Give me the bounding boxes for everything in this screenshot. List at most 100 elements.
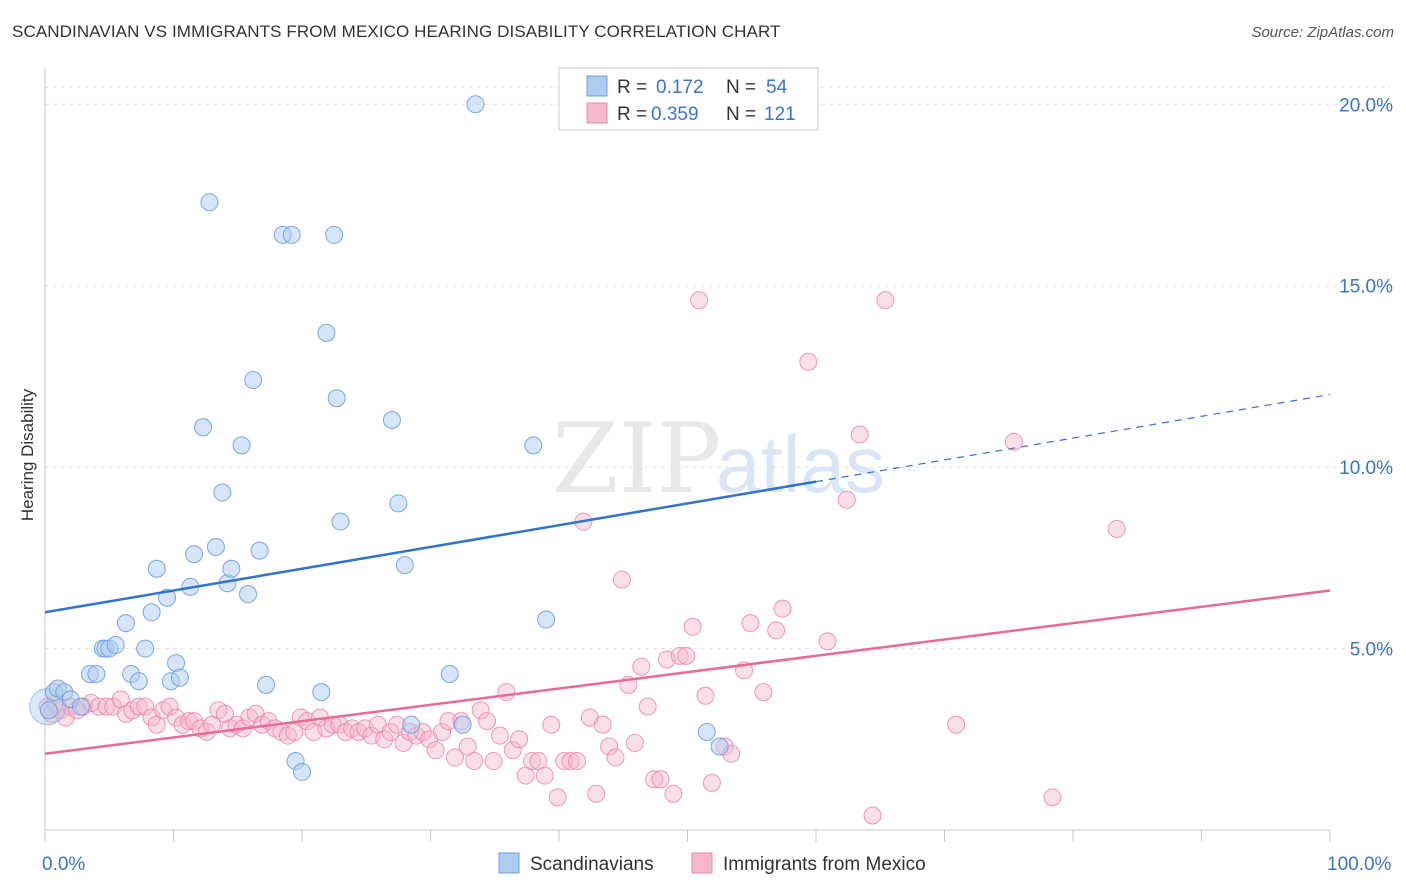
y-axis-title: Hearing Disability: [18, 388, 37, 521]
point-scandinavian-12: [116, 614, 135, 633]
legend-r-value-1: 0.172: [656, 77, 704, 98]
point-scandinavian-32: [244, 371, 263, 390]
point-mexico-91: [612, 570, 631, 589]
point-mexico-65: [445, 748, 464, 767]
bottom-legend-swatch-mexico: [691, 852, 713, 874]
point-scandinavian-21: [170, 668, 189, 687]
legend-swatch-mexico: [586, 102, 608, 124]
point-mexico-122: [1107, 519, 1126, 538]
point-scandinavian-24: [194, 418, 213, 437]
legend-n-label-2: N =: [726, 104, 756, 125]
point-scandinavian-31: [239, 585, 258, 604]
grid: [45, 86, 1390, 650]
y-tick-label-5: 5.0%: [1350, 640, 1393, 661]
point-mexico-94: [632, 657, 651, 676]
point-scandinavian-43: [331, 512, 350, 531]
series-mexico-points: [38, 291, 1126, 825]
point-scandinavian-40: [317, 323, 336, 342]
point-scandinavian-30: [232, 436, 251, 455]
point-scandinavian-0: [39, 701, 58, 720]
y-tick-labels: 5.0% 10.0% 15.0% 20.0%: [1339, 95, 1393, 660]
point-scandinavian-52: [537, 610, 556, 629]
point-mexico-110: [754, 683, 773, 702]
watermark-zip: ZIP: [552, 403, 721, 515]
point-mexico-68: [465, 752, 484, 771]
x-ticks: [44, 830, 1331, 842]
top-legend: R = 0.172 N = 54 R = 0.359 N = 121: [558, 67, 819, 131]
point-mexico-113: [799, 352, 818, 371]
point-mexico-9: [89, 697, 108, 716]
trend-line-scandinavian-extension: [815, 393, 1331, 483]
y-tick-label-20: 20.0%: [1339, 95, 1393, 116]
point-mexico-75: [510, 730, 529, 749]
point-scandinavian-27: [213, 483, 232, 502]
point-mexico-24: [185, 712, 204, 731]
point-mexico-79: [535, 766, 554, 785]
point-mexico-121: [1043, 788, 1062, 807]
point-scandinavian-36: [282, 225, 301, 244]
point-mexico-62: [426, 741, 445, 760]
point-scandinavian-44: [382, 410, 401, 429]
point-scandinavian-41: [325, 225, 344, 244]
point-scandinavian-14: [129, 672, 148, 691]
point-scandinavian-54: [710, 737, 729, 756]
watermark: ZIP atlas: [552, 403, 885, 515]
point-mexico-82: [555, 752, 574, 771]
point-mexico-73: [497, 683, 516, 702]
point-mexico-117: [863, 806, 882, 825]
point-mexico-115: [837, 490, 856, 509]
point-mexico-81: [548, 788, 567, 807]
point-mexico-109: [741, 614, 760, 633]
point-scandinavian-29: [222, 559, 241, 578]
trend-line-scandinavian: [44, 480, 817, 614]
trend-lines: [44, 393, 1331, 756]
legend-r-value-2: 0.359: [651, 104, 699, 125]
point-mexico-12: [111, 690, 130, 709]
point-mexico-104: [696, 686, 715, 705]
point-mexico-84: [567, 752, 586, 771]
point-mexico-95: [638, 697, 657, 716]
x-tick-label-max: 100.0%: [1327, 854, 1392, 875]
y-tick-label-15: 15.0%: [1339, 277, 1393, 298]
point-mexico-29: [215, 704, 234, 723]
point-mexico-15: [129, 697, 148, 716]
point-mexico-87: [587, 784, 606, 803]
point-mexico-111: [767, 621, 786, 640]
point-mexico-23: [179, 712, 198, 731]
point-scandinavian-16: [142, 603, 161, 622]
point-mexico-100: [670, 646, 689, 665]
point-mexico-89: [600, 737, 619, 756]
point-mexico-93: [625, 733, 644, 752]
point-mexico-80: [542, 715, 561, 734]
point-mexico-55: [381, 723, 400, 742]
point-mexico-20: [160, 697, 179, 716]
point-mexico-72: [490, 726, 509, 745]
point-mexico-119: [947, 715, 966, 734]
point-scandinavian-25: [200, 193, 219, 212]
point-scandinavian-42: [327, 389, 346, 408]
point-mexico-97: [651, 770, 670, 789]
point-mexico-114: [818, 632, 837, 651]
point-mexico-83: [561, 752, 580, 771]
legend-r-label-1: R =: [617, 77, 647, 98]
y-tick-label-10: 10.0%: [1339, 458, 1393, 479]
point-scandinavian-34: [257, 675, 276, 694]
bottom-legend-swatch-scandinavian: [498, 852, 520, 874]
point-scandinavian-51: [524, 436, 543, 455]
legend-n-value-1: 54: [766, 77, 788, 98]
point-mexico-63: [433, 723, 452, 742]
point-scandinavian-7: [87, 664, 106, 683]
point-mexico-74: [503, 741, 522, 760]
chart-title: SCANDINAVIAN VS IMMIGRANTS FROM MEXICO H…: [12, 22, 781, 41]
point-mexico-10: [97, 697, 116, 716]
point-scandinavian-39: [312, 683, 331, 702]
point-scandinavian-49: [453, 715, 472, 734]
legend-r-label-2: R =: [617, 104, 647, 125]
point-scandinavian-50: [466, 95, 485, 114]
point-mexico-99: [664, 784, 683, 803]
x-tick-label-min: 0.0%: [42, 854, 85, 875]
point-scandinavian-48: [440, 664, 459, 683]
point-mexico-71: [484, 752, 503, 771]
point-scandinavian-26: [206, 537, 225, 556]
